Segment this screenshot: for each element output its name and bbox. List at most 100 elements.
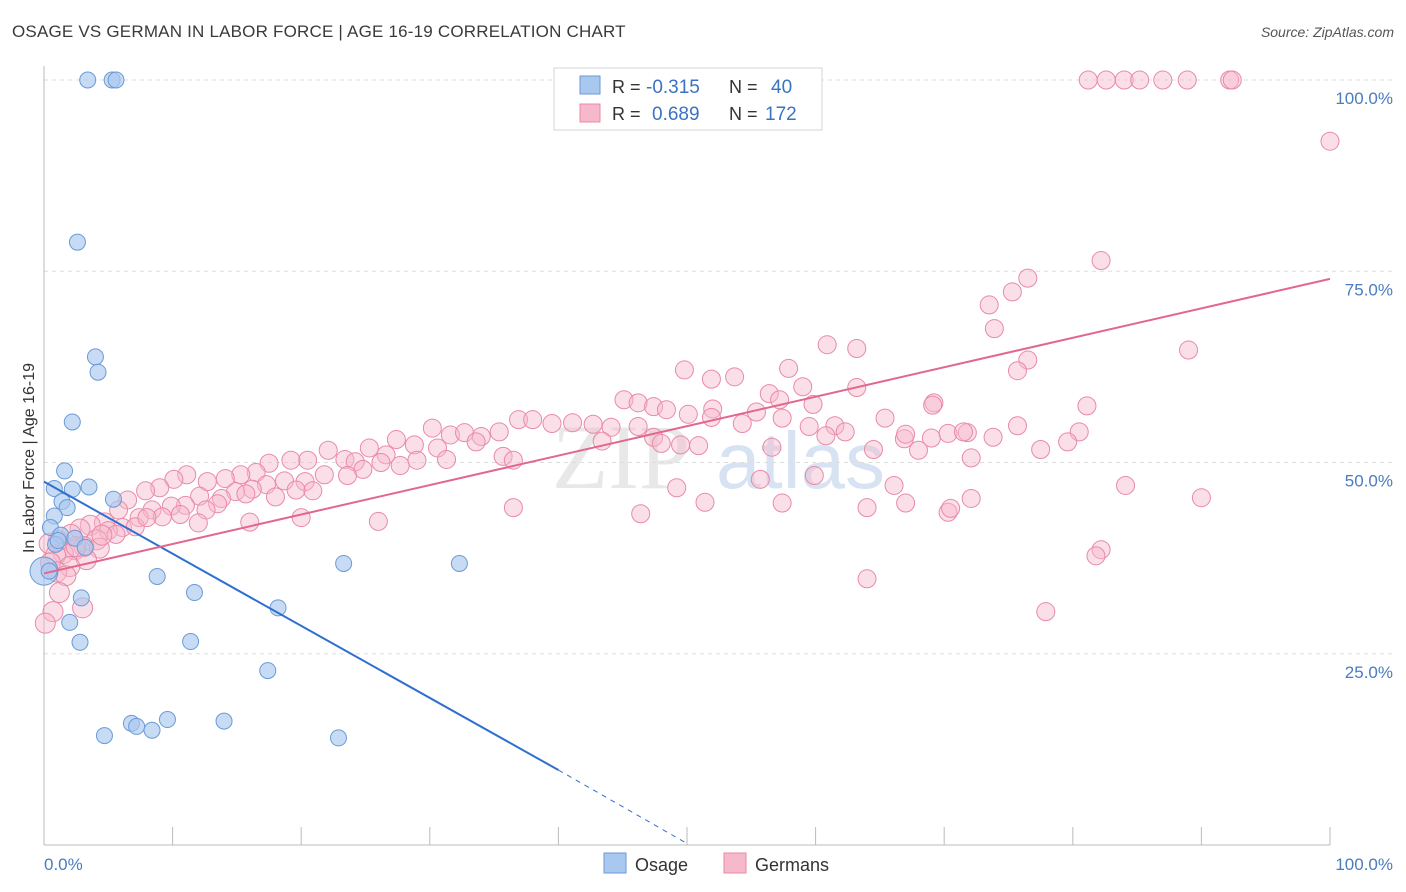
point-germans-33 bbox=[1077, 396, 1097, 416]
point-osage-28 bbox=[61, 613, 79, 631]
point-osage-7 bbox=[56, 462, 74, 480]
point-germans-4 bbox=[1153, 70, 1173, 90]
point-germans-113 bbox=[314, 465, 334, 485]
point-osage-0 bbox=[79, 71, 97, 89]
point-osage-13 bbox=[58, 499, 76, 517]
point-germans-78 bbox=[359, 438, 379, 458]
point-germans-29 bbox=[644, 397, 664, 417]
point-germans-162 bbox=[667, 478, 687, 498]
point-osage-5 bbox=[89, 363, 107, 381]
point-germans-110 bbox=[371, 453, 391, 472]
point-germans-112 bbox=[337, 466, 357, 486]
point-germans-19 bbox=[674, 360, 694, 380]
point-germans-119 bbox=[211, 488, 231, 508]
point-germans-178 bbox=[1191, 488, 1211, 508]
point-germans-5 bbox=[1177, 70, 1197, 90]
point-germans-9 bbox=[1091, 251, 1111, 271]
point-germans-91 bbox=[164, 469, 184, 489]
point-germans-36 bbox=[656, 400, 676, 420]
point-osage-4 bbox=[86, 348, 104, 366]
series-germans bbox=[34, 70, 1340, 634]
point-germans-137 bbox=[208, 494, 228, 514]
point-germans-148 bbox=[772, 493, 792, 513]
point-germans-150 bbox=[896, 493, 916, 513]
point-germans-20 bbox=[701, 369, 721, 389]
point-osage-2 bbox=[107, 71, 125, 89]
point-germans-64 bbox=[689, 436, 709, 456]
point-germans-170 bbox=[91, 524, 113, 546]
y-tick-labels: 25.0% 50.0% 75.0% 100.0% bbox=[1335, 89, 1393, 682]
point-germans-53 bbox=[953, 422, 973, 442]
point-germans-69 bbox=[961, 448, 981, 468]
point-osage-22 bbox=[148, 567, 166, 585]
point-germans-177 bbox=[857, 569, 877, 589]
legend-r-label-osage: R = bbox=[612, 77, 641, 97]
trend-lines bbox=[43, 277, 1331, 844]
point-germans-0 bbox=[1078, 70, 1098, 90]
point-germans-115 bbox=[274, 471, 294, 491]
point-germans-13 bbox=[984, 319, 1004, 339]
point-osage-38 bbox=[329, 729, 347, 747]
point-germans-156 bbox=[1058, 432, 1078, 452]
point-germans-140 bbox=[152, 507, 172, 527]
point-germans-52 bbox=[835, 422, 855, 442]
point-osage-37 bbox=[95, 727, 113, 745]
point-osage-8 bbox=[80, 478, 98, 496]
point-germans-3 bbox=[1130, 70, 1150, 90]
point-germans-139 bbox=[170, 505, 190, 525]
point-germans-7 bbox=[1222, 70, 1242, 90]
point-osage-24 bbox=[450, 554, 468, 572]
legend-n-value-osage: 40 bbox=[771, 77, 792, 98]
point-germans-151 bbox=[961, 488, 981, 508]
point-germans-72 bbox=[440, 425, 460, 445]
point-germans-38 bbox=[701, 407, 721, 427]
point-germans-21 bbox=[725, 367, 745, 387]
point-germans-63 bbox=[671, 435, 691, 455]
point-germans-88 bbox=[215, 469, 235, 489]
point-germans-134 bbox=[286, 480, 306, 500]
point-germans-62 bbox=[651, 433, 671, 453]
point-germans-93 bbox=[136, 481, 156, 501]
point-germans-57 bbox=[563, 413, 583, 433]
point-germans-74 bbox=[471, 426, 491, 446]
point-germans-75 bbox=[489, 422, 509, 442]
point-germans-14 bbox=[1179, 340, 1199, 360]
point-germans-1 bbox=[1096, 70, 1116, 90]
gridlines bbox=[44, 79, 1392, 655]
legend-r-label-germans: R = bbox=[612, 104, 641, 124]
point-germans-8 bbox=[1320, 131, 1340, 151]
point-germans-44 bbox=[875, 408, 895, 428]
point-germans-34 bbox=[1008, 416, 1028, 436]
point-germans-157 bbox=[1116, 475, 1136, 495]
point-germans-65 bbox=[762, 437, 782, 457]
point-germans-51 bbox=[816, 426, 836, 446]
point-germans-15 bbox=[1018, 350, 1038, 370]
trend-line-osage bbox=[43, 480, 559, 771]
point-germans-153 bbox=[1086, 546, 1106, 566]
point-osage-12 bbox=[104, 490, 122, 508]
watermark-atlas: atlas bbox=[716, 416, 885, 505]
point-germans-23 bbox=[1008, 361, 1028, 381]
point-germans-16 bbox=[817, 335, 837, 355]
y-tick-label-100: 100.0% bbox=[1335, 89, 1393, 108]
point-germans-11 bbox=[1002, 282, 1022, 302]
point-germans-17 bbox=[847, 339, 867, 359]
x-ticks bbox=[43, 827, 1331, 845]
point-germans-47 bbox=[938, 423, 958, 443]
point-germans-174 bbox=[42, 601, 64, 623]
point-germans-83 bbox=[298, 450, 318, 470]
point-germans-163 bbox=[503, 498, 523, 518]
point-germans-76 bbox=[386, 430, 406, 450]
legend-bottom-label-osage: Osage bbox=[635, 855, 688, 875]
legend-n-value-germans: 172 bbox=[765, 104, 797, 125]
point-germans-31 bbox=[803, 394, 823, 414]
x-tick-label-min: 0.0% bbox=[44, 855, 83, 874]
point-germans-66 bbox=[863, 439, 883, 459]
y-tick-label-25: 25.0% bbox=[1345, 663, 1393, 682]
chart-title: OSAGE VS GERMAN IN LABOR FORCE | AGE 16-… bbox=[12, 22, 626, 41]
point-germans-27 bbox=[614, 390, 634, 410]
y-tick-label-50: 50.0% bbox=[1345, 472, 1393, 491]
point-germans-175 bbox=[34, 612, 56, 634]
point-germans-42 bbox=[799, 417, 819, 437]
